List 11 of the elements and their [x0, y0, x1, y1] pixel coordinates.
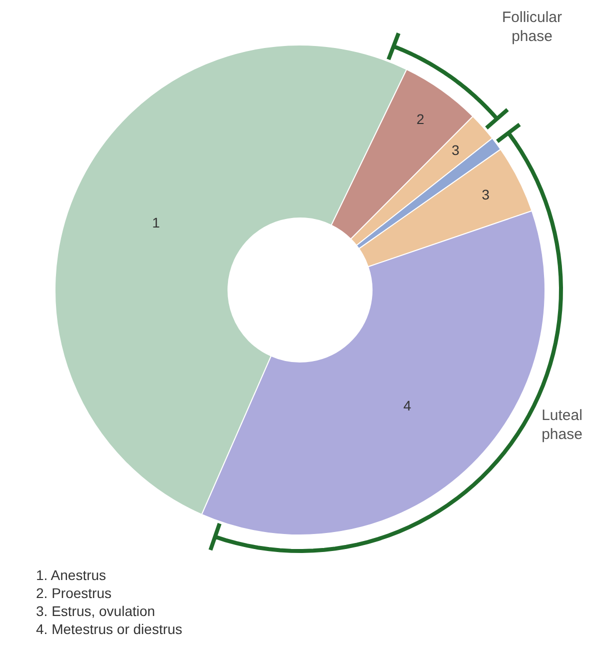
text: 3. Estrus, ovulation: [36, 603, 156, 619]
text: Luteal phase: [542, 407, 582, 443]
text: Follicular phase: [502, 9, 562, 45]
slice-label: 3: [452, 142, 460, 158]
slice-label: 1: [152, 214, 160, 230]
slice-label: 3: [482, 186, 490, 202]
slice-label: 2: [416, 110, 425, 127]
slice-label: 4: [403, 397, 412, 414]
text: 2. Proestrus: [36, 585, 112, 601]
text: 1. Anestrus: [36, 567, 106, 583]
text: 4. Metestrus or diestrus: [36, 621, 182, 637]
